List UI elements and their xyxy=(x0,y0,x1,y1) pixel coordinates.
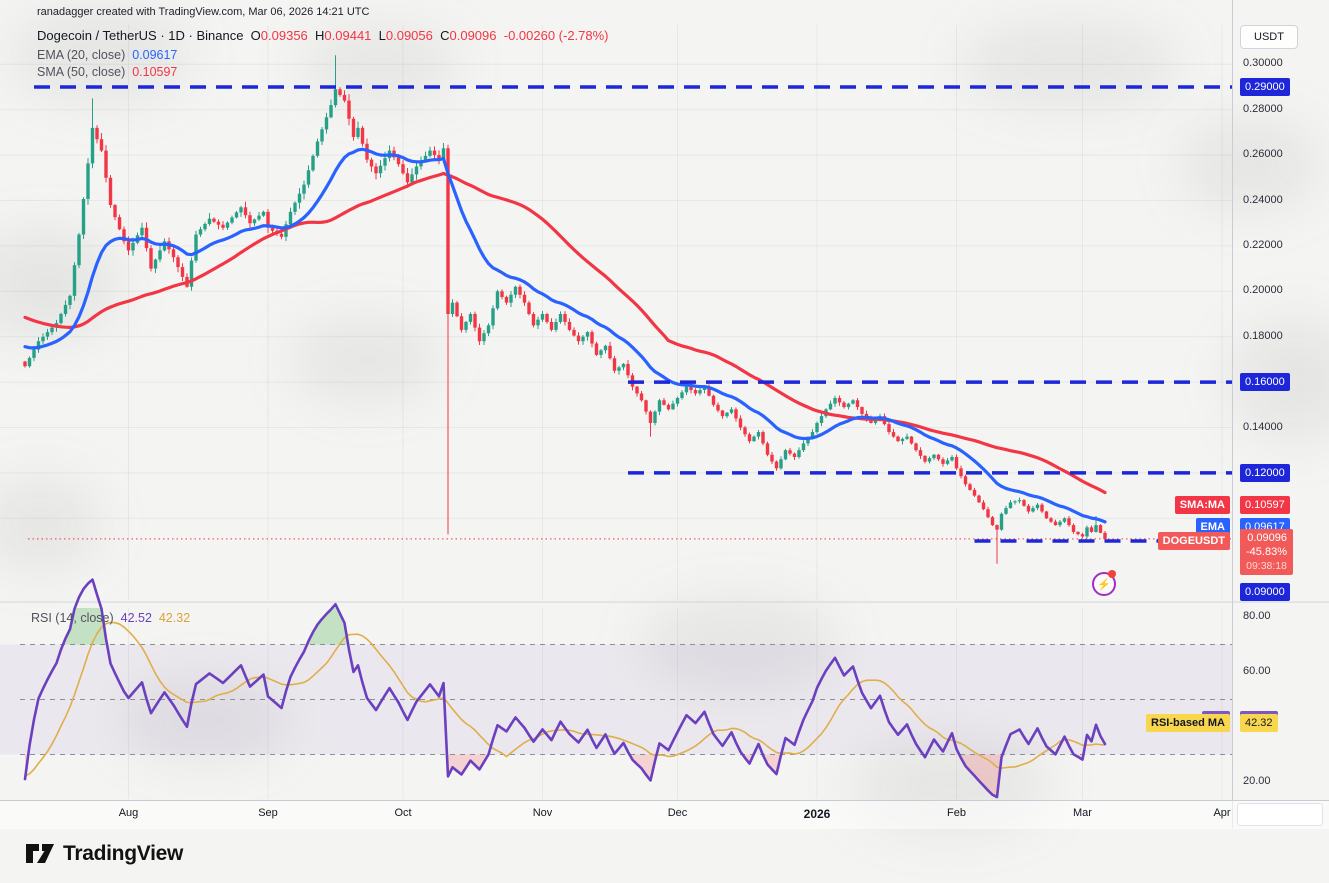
ma-lines xyxy=(23,147,1107,524)
level-price-badge: 0.12000 xyxy=(1240,463,1290,482)
last-price-badge: 0.09096 -45.83% 09:38:18 xyxy=(1240,528,1293,575)
rsi-ma-value-badge: 42.32 xyxy=(1240,713,1278,732)
rsi-oversold-fill xyxy=(25,754,1232,798)
tradingview-wordmark: TradingView xyxy=(63,842,184,865)
ema-legend[interactable]: EMA (20, close) 0.09617 xyxy=(37,48,177,62)
time-tick-label: Sep xyxy=(258,807,278,819)
bar-countdown: 09:38:18 xyxy=(1246,559,1287,572)
tradingview-logo[interactable]: TradingView xyxy=(25,841,183,867)
symbol-legend[interactable]: Dogecoin / TetherUS · 1D · Binance O0.09… xyxy=(37,28,609,43)
close-label: C xyxy=(440,28,450,43)
percent-from-high: -45.83% xyxy=(1246,545,1287,558)
level-badge-009: 0.09000 xyxy=(1240,582,1290,601)
candlestick-series xyxy=(23,55,1107,564)
time-tick-label: Oct xyxy=(394,807,412,819)
time-tick-label: Dec xyxy=(667,807,688,819)
price-axis[interactable] xyxy=(1232,0,1329,828)
price-tick-label: 0.30000 xyxy=(1243,57,1283,70)
ema-name: EMA (20, close) xyxy=(37,48,126,62)
sma-value: 0.10597 xyxy=(132,65,178,79)
close-value: 0.09096 xyxy=(449,28,497,43)
high-label: H xyxy=(315,28,325,43)
sma-line-label: SMA:MA xyxy=(1174,495,1230,514)
notification-dot xyxy=(1108,570,1116,578)
rsi-ma-line-label: RSI-based MA xyxy=(1146,713,1230,732)
time-tick-label: Aug xyxy=(118,807,139,819)
high-value: 0.09441 xyxy=(324,28,372,43)
price-tick-label: 0.22000 xyxy=(1243,238,1283,251)
rsi-ma-value: 42.32 xyxy=(158,611,191,625)
price-tick-label: 0.20000 xyxy=(1243,284,1283,297)
price-tick-label: 0.18000 xyxy=(1243,329,1283,342)
rsi-tick-label: 20.00 xyxy=(1243,775,1271,787)
price-tick-label: 0.26000 xyxy=(1243,148,1283,161)
change-value: -0.00260 (-2.78%) xyxy=(503,28,609,43)
time-tick-label: Feb xyxy=(947,807,966,819)
rsi-name: RSI (14, close) xyxy=(31,611,114,625)
price-tick-label: 0.24000 xyxy=(1243,193,1283,206)
rsi-line xyxy=(23,578,1107,799)
time-tick-label: Mar xyxy=(1073,807,1092,819)
time-tick-label: Apr xyxy=(1213,807,1231,819)
gridlines xyxy=(0,25,1232,799)
rsi-value: 42.52 xyxy=(120,611,152,625)
last-price: 0.09096 xyxy=(1247,531,1287,544)
price-tick-label: 0.14000 xyxy=(1243,420,1283,433)
ema-line-label: EMA xyxy=(1195,517,1230,536)
low-value: 0.09056 xyxy=(385,28,433,43)
symbol-line-label: DOGEUSDT xyxy=(1157,531,1230,550)
level-price-badge: 0.16000 xyxy=(1240,373,1290,392)
attribution-text: ranadagger created with TradingView.com,… xyxy=(37,6,370,18)
time-axis[interactable] xyxy=(0,800,1329,829)
drawn-levels[interactable] xyxy=(34,85,1232,543)
price-tick-label: 0.28000 xyxy=(1243,102,1283,115)
rsi-legend[interactable]: RSI (14, close) 42.52 42.32 xyxy=(31,611,190,625)
spark-marker[interactable]: ⚡ xyxy=(1092,570,1116,596)
time-tick-label: 2026 xyxy=(803,807,831,821)
symbol-title: Dogecoin / TetherUS · 1D · Binance xyxy=(37,28,244,43)
low-label: L xyxy=(378,28,386,43)
open-value: 0.09356 xyxy=(260,28,308,43)
time-tick-label: Nov xyxy=(532,807,553,819)
ema-20-line xyxy=(23,147,1107,524)
tradingview-mark-icon xyxy=(26,844,54,863)
currency-toggle-button[interactable]: USDT xyxy=(1240,25,1298,49)
ema-value: 0.09617 xyxy=(132,48,178,62)
rsi-tick-label: 80.00 xyxy=(1243,610,1271,622)
rsi-pane xyxy=(0,578,1232,799)
sma-price-badge: 0.10597 xyxy=(1240,495,1290,514)
open-label: O xyxy=(250,28,261,43)
sma-50-line xyxy=(23,171,1107,495)
rsi-overbought-fill xyxy=(25,608,1232,645)
sma-name: SMA (50, close) xyxy=(37,65,126,79)
axis-corner-box[interactable] xyxy=(1237,803,1323,826)
sma-legend[interactable]: SMA (50, close) 0.10597 xyxy=(37,65,177,79)
level-price-badge: 0.29000 xyxy=(1240,78,1290,96)
rsi-tick-label: 60.00 xyxy=(1243,665,1271,677)
